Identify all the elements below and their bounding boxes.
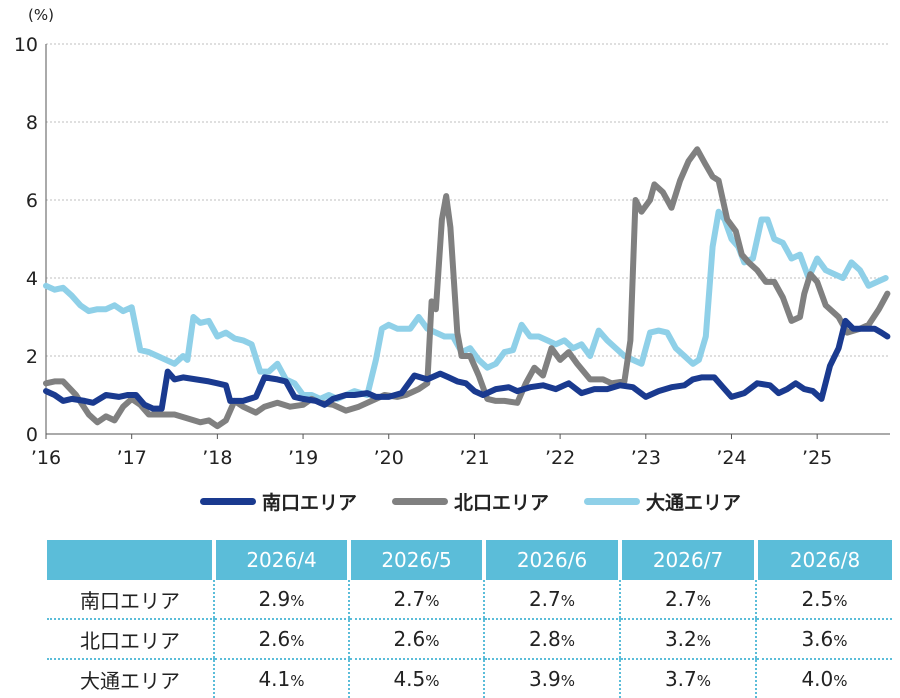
table-cell: 2.8% <box>483 619 620 660</box>
table-header-blank <box>47 540 214 580</box>
table-cell: 2.6% <box>213 619 349 660</box>
x-tick-label: ’17 <box>117 447 147 469</box>
table-cell: 2.7% <box>483 580 620 620</box>
legend: 南口エリア 北口エリア 大通エリア <box>0 486 900 516</box>
table-header-2026-8: 2026/8 <box>754 540 892 580</box>
legend-label: 南口エリア <box>262 491 358 514</box>
table-cell: 3.2% <box>619 619 756 660</box>
table-row: 南口エリア 2.9% 2.7% 2.7% 2.7% 2.5% <box>47 580 892 620</box>
table-cell: 2.9% <box>213 580 349 620</box>
row-label: 北口エリア <box>47 619 214 660</box>
table-header-2026-7: 2026/7 <box>618 540 756 580</box>
y-tick-label: 4 <box>26 268 38 290</box>
series-line-1 <box>43 317 891 412</box>
legend-swatch <box>584 497 640 505</box>
x-tick-label: ’23 <box>631 447 661 469</box>
y-axis-label: (%) <box>28 6 54 24</box>
y-tick-label: 6 <box>26 190 38 212</box>
x-tick-label: ’18 <box>202 447 232 469</box>
row-label: 大通エリア <box>80 668 180 693</box>
table-cell: 3.7% <box>619 659 756 698</box>
y-tick-label: 2 <box>26 346 38 368</box>
legend-swatch <box>392 497 448 505</box>
x-tick-label: ’21 <box>459 447 489 469</box>
grid-lines <box>46 43 890 357</box>
axes: 0 2 4 6 8 10 ’16 ’17 ’18 ’19 ’20 ’21 ’22 ’23 ’24 ’25 <box>14 34 890 469</box>
row-label: 南口エリア <box>47 580 214 620</box>
legend-item-2: 北口エリア <box>392 486 549 516</box>
y-tick-label: 0 <box>26 424 38 446</box>
y-tick-label: 8 <box>26 112 38 134</box>
line-chart: 0 2 4 6 8 10 ’16 ’17 ’18 ’19 ’20 ’21 ’22 ’23 ’24 ’25 (%… <box>14 6 891 469</box>
legend-label: 北口エリア <box>454 491 550 514</box>
table-cell: 2.7% <box>348 580 484 620</box>
legend-label: 大通エリア <box>646 491 742 514</box>
x-tick-label: ’16 <box>31 447 61 469</box>
table-header-row: 2026/4 2026/5 2026/6 2026/7 2026/8 <box>47 540 892 580</box>
series-line-3 <box>43 208 889 402</box>
table-header-2026-4: 2026/4 <box>212 540 349 580</box>
table-header-2026-6: 2026/6 <box>482 540 620 580</box>
series-line-2 <box>43 146 891 430</box>
legend-item-1: 南口エリア <box>200 486 357 516</box>
legend-item-3: 大通エリア <box>584 486 741 516</box>
legend-swatch <box>200 497 256 505</box>
table-header-2026-5: 2026/5 <box>347 540 484 580</box>
table-cell: 4.1% <box>213 659 349 698</box>
x-tick-label: ’24 <box>716 447 746 469</box>
x-tick-label: ’25 <box>802 447 832 469</box>
table-row: 大通エリア 4.1% 4.5% 3.9% 3.7% 4.0% <box>47 659 892 698</box>
table-cell: 2.7% <box>619 580 756 620</box>
series-lines <box>43 146 891 430</box>
table-cell: 2.5% <box>755 580 892 620</box>
x-tick-label: ’20 <box>374 447 404 469</box>
x-tick-label: ’19 <box>288 447 318 469</box>
table-cell: 3.9% <box>483 659 620 698</box>
summary-table: 2026/4 2026/5 2026/6 2026/7 2026/8 南口エリア… <box>47 540 892 698</box>
x-tick-label: ’22 <box>545 447 575 469</box>
table-cell: 3.6% <box>755 619 892 660</box>
table-cell: 4.0% <box>755 659 892 698</box>
table-cell: 2.6% <box>348 619 484 660</box>
table-row: 北口エリア 2.6% 2.6% 2.8% 3.2% 3.6% <box>47 619 892 660</box>
table-cell: 4.5% <box>348 659 484 698</box>
y-tick-label: 10 <box>14 34 38 56</box>
